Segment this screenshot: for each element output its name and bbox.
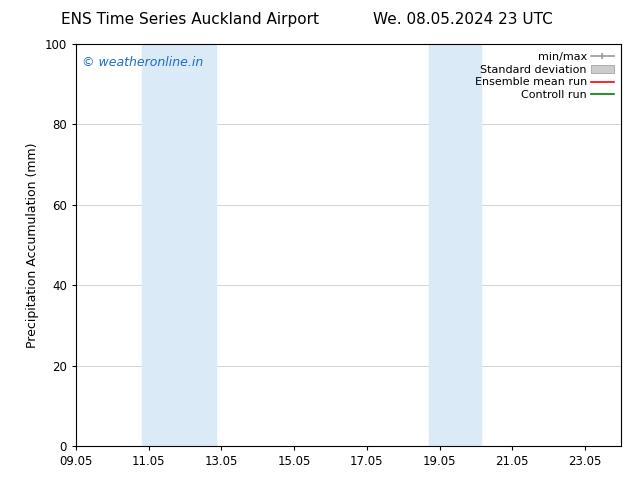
Text: © weatheronline.in: © weatheronline.in (82, 56, 203, 69)
Bar (141, 44, 216, 446)
Bar (429, 44, 481, 446)
Text: We. 08.05.2024 23 UTC: We. 08.05.2024 23 UTC (373, 12, 553, 27)
Y-axis label: Precipitation Accumulation (mm): Precipitation Accumulation (mm) (26, 142, 39, 348)
Text: ENS Time Series Auckland Airport: ENS Time Series Auckland Airport (61, 12, 319, 27)
Legend: min/max, Standard deviation, Ensemble mean run, Controll run: min/max, Standard deviation, Ensemble me… (472, 49, 616, 102)
